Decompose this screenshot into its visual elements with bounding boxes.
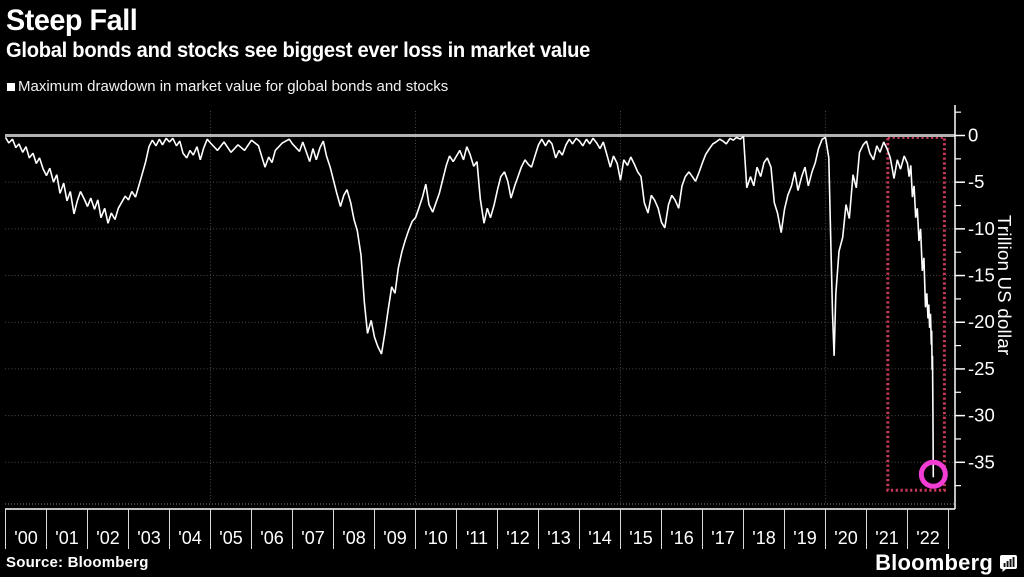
- x-tick-label: '18: [752, 528, 775, 548]
- x-tick-label: '03: [137, 528, 160, 548]
- page-subtitle: Global bonds and stocks see biggest ever…: [6, 39, 591, 62]
- y-tick-label: -10: [968, 218, 995, 239]
- x-tick-label: '15: [629, 528, 652, 548]
- legend-marker-icon: [7, 82, 15, 91]
- x-tick-label: '13: [547, 528, 570, 548]
- y-tick-label: -35: [968, 451, 995, 472]
- highlight-box: [886, 135, 946, 492]
- y-tick-label: -30: [968, 405, 995, 426]
- page-title: Steep Fall: [6, 4, 138, 37]
- x-tick-label: '22: [916, 528, 939, 548]
- source-credit: Source: Bloomberg: [6, 554, 149, 571]
- legend: Maximum drawdown in market value for glo…: [7, 78, 448, 95]
- y-tick-label: -15: [968, 265, 995, 286]
- highlight-circle: [918, 459, 948, 489]
- y-tick-label: 0: [968, 125, 978, 146]
- x-tick-label: '20: [834, 528, 857, 548]
- x-tick-label: '04: [178, 528, 201, 548]
- x-tick-label: '10: [424, 528, 447, 548]
- x-tick-label: '11: [466, 528, 488, 548]
- x-tick-label: '05: [219, 528, 242, 548]
- x-tick-label: '08: [342, 528, 365, 548]
- y-tick-label: -5: [968, 171, 984, 192]
- x-tick-label: '14: [588, 528, 611, 548]
- x-tick-label: '02: [96, 528, 119, 548]
- y-tick-label: -20: [968, 311, 995, 332]
- x-tick-label: '17: [711, 528, 734, 548]
- bloomberg-logo-text: Bloomberg: [875, 550, 993, 575]
- x-tick-label: '12: [506, 528, 529, 548]
- x-tick-label: '07: [301, 528, 324, 548]
- x-tick-label: '00: [14, 528, 37, 548]
- x-tick-label: '06: [260, 528, 283, 548]
- x-tick-label: '21: [875, 528, 898, 548]
- y-tick-label: -25: [968, 358, 995, 379]
- x-tick-label: '01: [55, 528, 78, 548]
- drawdown-series-line: [4, 135, 935, 478]
- legend-label: Maximum drawdown in market value for glo…: [18, 78, 449, 95]
- x-tick-label: '16: [670, 528, 693, 548]
- bar-chart-icon: [1000, 554, 1017, 572]
- y-axis-title: Trillion US dollar: [994, 215, 1015, 356]
- bloomberg-logo: Bloomberg: [875, 550, 1018, 576]
- x-tick-label: '09: [383, 528, 406, 548]
- x-tick-label: '19: [793, 528, 816, 548]
